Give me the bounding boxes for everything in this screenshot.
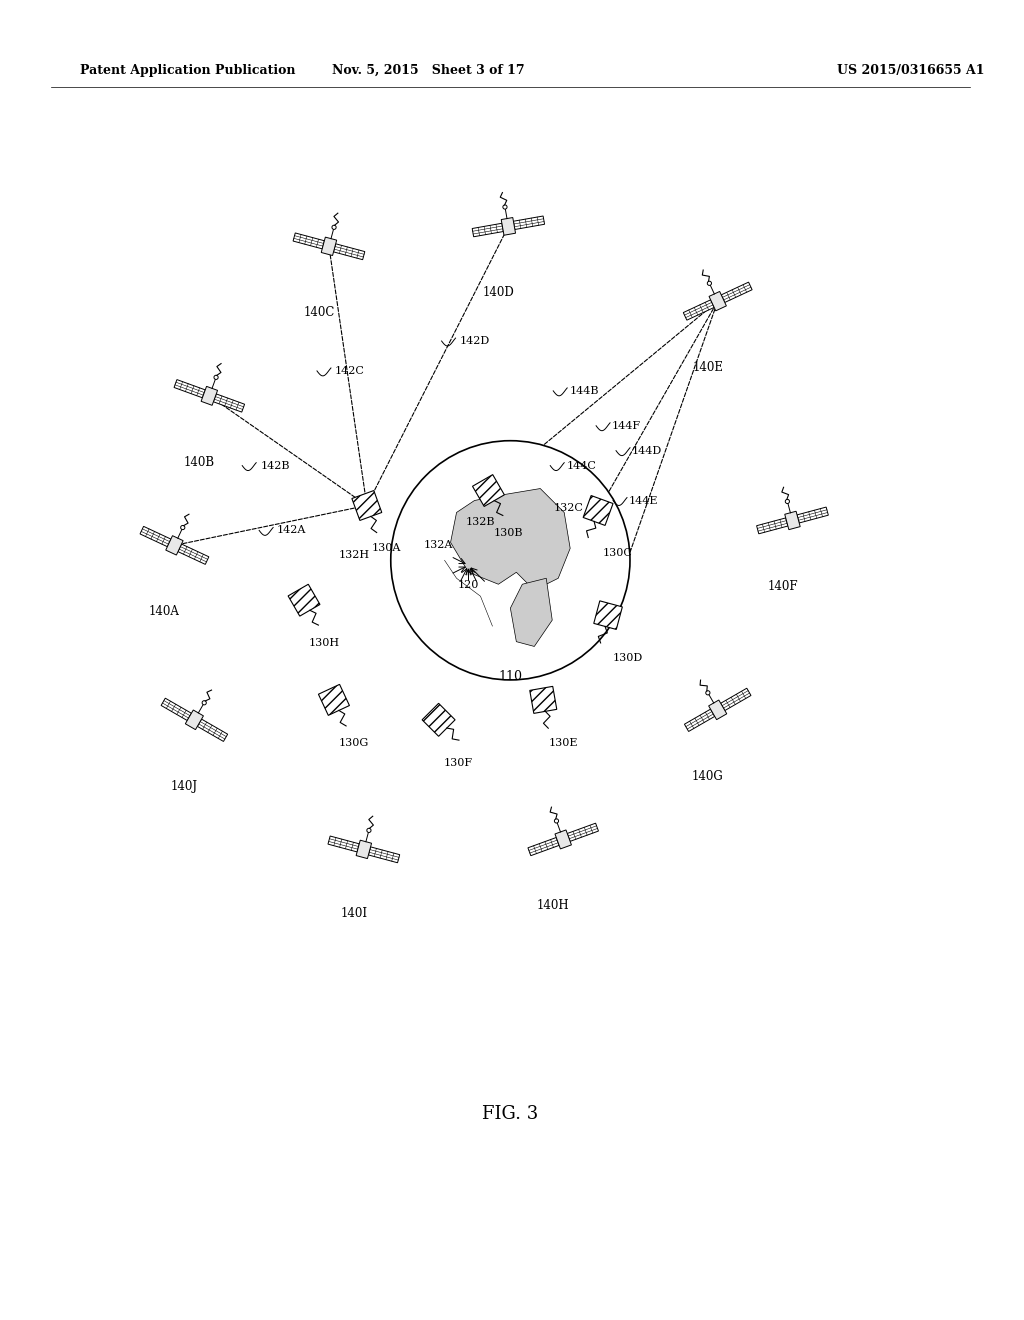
Polygon shape — [356, 841, 372, 858]
Polygon shape — [472, 223, 504, 236]
Polygon shape — [472, 475, 505, 507]
Text: 144B: 144B — [569, 385, 599, 396]
Polygon shape — [140, 527, 171, 546]
Polygon shape — [555, 830, 571, 849]
Polygon shape — [318, 684, 349, 715]
Polygon shape — [198, 719, 227, 742]
Polygon shape — [322, 238, 337, 256]
Text: 132B: 132B — [466, 517, 495, 528]
Text: 144E: 144E — [629, 495, 658, 506]
Polygon shape — [684, 709, 715, 731]
Polygon shape — [583, 495, 613, 525]
Polygon shape — [709, 292, 726, 310]
Polygon shape — [784, 511, 800, 529]
Text: 130F: 130F — [443, 758, 473, 768]
Text: FIG. 3: FIG. 3 — [482, 1105, 539, 1122]
Text: 140J: 140J — [171, 780, 198, 792]
Polygon shape — [422, 704, 455, 737]
Polygon shape — [328, 836, 359, 851]
Text: 140D: 140D — [482, 286, 514, 300]
Text: 142B: 142B — [260, 461, 290, 471]
Polygon shape — [683, 300, 714, 321]
Polygon shape — [293, 232, 325, 249]
Polygon shape — [352, 491, 382, 520]
Polygon shape — [201, 387, 217, 405]
Text: 132H: 132H — [339, 550, 370, 560]
Text: 140E: 140E — [692, 360, 723, 374]
Text: 140I: 140I — [340, 907, 368, 920]
Polygon shape — [369, 847, 399, 863]
Polygon shape — [528, 837, 559, 855]
Text: 140H: 140H — [537, 899, 569, 912]
Text: 144D: 144D — [632, 446, 663, 455]
Polygon shape — [721, 688, 751, 710]
Polygon shape — [513, 216, 545, 230]
Polygon shape — [451, 488, 570, 590]
Polygon shape — [709, 700, 727, 719]
Text: US 2015/0316655 A1: US 2015/0316655 A1 — [838, 63, 985, 77]
Polygon shape — [721, 282, 752, 302]
Text: 130D: 130D — [613, 653, 643, 663]
Text: 130H: 130H — [309, 638, 340, 648]
Polygon shape — [178, 544, 209, 565]
Text: 140A: 140A — [150, 605, 180, 618]
Text: 120: 120 — [458, 581, 479, 590]
Text: Patent Application Publication: Patent Application Publication — [80, 63, 295, 77]
Text: 130B: 130B — [494, 528, 523, 539]
Text: 132A: 132A — [424, 540, 453, 550]
Text: Nov. 5, 2015   Sheet 3 of 17: Nov. 5, 2015 Sheet 3 of 17 — [333, 63, 525, 77]
Polygon shape — [166, 536, 183, 554]
Text: 144F: 144F — [612, 421, 641, 430]
Polygon shape — [174, 380, 205, 397]
Text: 140F: 140F — [767, 581, 798, 593]
Text: 130C: 130C — [603, 548, 633, 558]
Text: 140G: 140G — [692, 770, 724, 783]
Text: 132C: 132C — [553, 503, 583, 513]
Polygon shape — [161, 698, 191, 721]
Text: 140C: 140C — [303, 306, 335, 319]
Polygon shape — [501, 218, 515, 235]
Polygon shape — [797, 507, 828, 523]
Polygon shape — [567, 824, 598, 841]
Text: 142C: 142C — [335, 366, 365, 376]
Polygon shape — [510, 578, 552, 647]
Polygon shape — [757, 517, 787, 533]
Text: 130G: 130G — [339, 738, 370, 747]
Polygon shape — [185, 710, 204, 730]
Polygon shape — [529, 686, 557, 713]
Text: 142A: 142A — [278, 525, 306, 536]
Polygon shape — [288, 585, 319, 616]
Circle shape — [391, 441, 630, 680]
Polygon shape — [213, 393, 245, 412]
Polygon shape — [594, 601, 623, 630]
Text: 130A: 130A — [372, 544, 401, 553]
Text: 130E: 130E — [548, 738, 578, 747]
Polygon shape — [334, 244, 365, 260]
Text: 140B: 140B — [183, 455, 215, 469]
Text: 142D: 142D — [460, 337, 489, 346]
Text: 144C: 144C — [566, 461, 596, 471]
Text: 110: 110 — [499, 671, 522, 682]
